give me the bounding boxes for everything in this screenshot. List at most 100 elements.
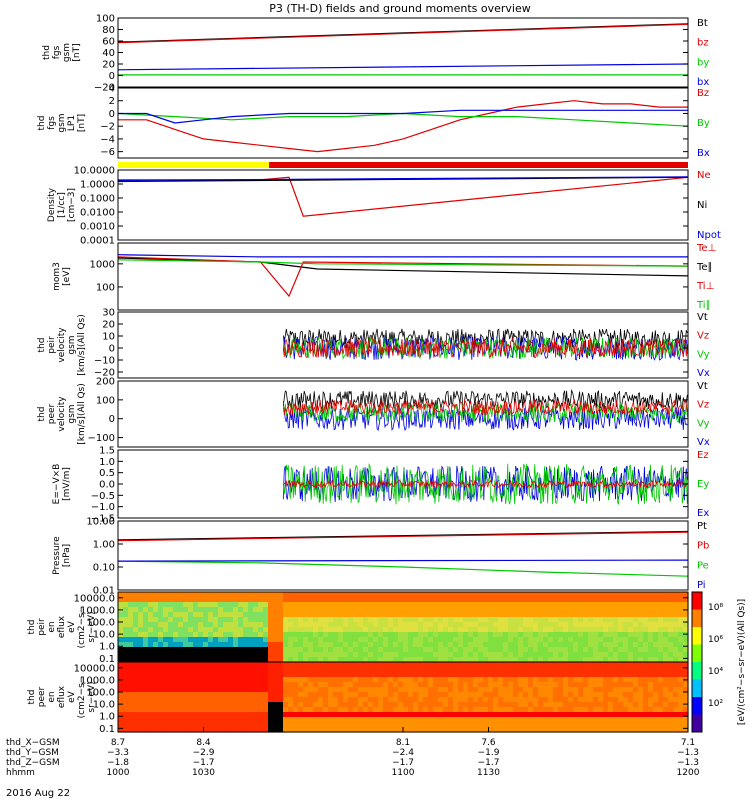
- heatmap-cell: [533, 622, 539, 628]
- heatmap-cell: [343, 692, 349, 698]
- heatmap-cell: [163, 687, 169, 693]
- heatmap-cell: [248, 612, 254, 618]
- heatmap-cell: [148, 642, 154, 648]
- heatmap-cell: [658, 677, 664, 683]
- legend-entry: Ez: [697, 450, 709, 461]
- heatmap-cell: [398, 652, 404, 658]
- heatmap-cell: [253, 627, 259, 633]
- heatmap-cell: [558, 647, 564, 653]
- heatmap-cell: [583, 612, 589, 618]
- x-tick-label: 8.4: [196, 738, 211, 748]
- heatmap-cell: [308, 712, 314, 718]
- heatmap-cell: [143, 637, 149, 643]
- heatmap-cell: [663, 702, 669, 708]
- heatmap-cell: [428, 657, 434, 663]
- heatmap-cell: [293, 717, 299, 723]
- heatmap-cell: [643, 692, 649, 698]
- heatmap-cell: [648, 702, 654, 708]
- heatmap-cell: [573, 672, 579, 678]
- heatmap-cell: [683, 727, 689, 733]
- heatmap-cell: [558, 697, 564, 703]
- heatmap-cell: [313, 682, 319, 688]
- heatmap-cell: [193, 687, 199, 693]
- heatmap-cell: [158, 717, 164, 723]
- heatmap-cell: [468, 647, 474, 653]
- heatmap-cell: [308, 667, 314, 673]
- heatmap-cell: [608, 702, 614, 708]
- heatmap-cell: [353, 637, 359, 643]
- panel-efield: 1.51.00.50.0−0.5−1.0−1.5E=−V×B [mV/m]EzEy…: [52, 446, 709, 525]
- heatmap-cell: [318, 637, 324, 643]
- heatmap-cell: [468, 687, 474, 693]
- heatmap-cell: [338, 647, 344, 653]
- heatmap-cell: [503, 727, 509, 733]
- heatmap-cell: [598, 637, 604, 643]
- heatmap-cell: [513, 602, 519, 608]
- heatmap-cell: [323, 687, 329, 693]
- heatmap-cell: [463, 657, 469, 663]
- heatmap-cell: [468, 697, 474, 703]
- heatmap-cell: [608, 722, 614, 728]
- heatmap-cell: [293, 592, 299, 598]
- heatmap-cell: [338, 607, 344, 613]
- heatmap-cell: [238, 622, 244, 628]
- heatmap-cell: [513, 632, 519, 638]
- heatmap-cell: [463, 677, 469, 683]
- heatmap-cell: [603, 667, 609, 673]
- heatmap-cell: [438, 632, 444, 638]
- heatmap-cell: [423, 687, 429, 693]
- heatmap-cell: [263, 647, 269, 653]
- legend-entry: Vx: [697, 368, 710, 379]
- heatmap-cell: [333, 622, 339, 628]
- heatmap-cell: [123, 697, 129, 703]
- heatmap-cell: [568, 612, 574, 618]
- heatmap-cell: [118, 617, 124, 623]
- heatmap-cell: [408, 722, 414, 728]
- y-tick-label: 10.0000: [74, 166, 115, 177]
- heatmap-cell: [593, 682, 599, 688]
- heatmap-cell: [273, 672, 279, 678]
- heatmap-cell: [278, 672, 284, 678]
- heatmap-cell: [493, 707, 499, 713]
- heatmap-cell: [408, 667, 414, 673]
- heatmap-cell: [183, 667, 189, 673]
- heatmap-cell: [483, 627, 489, 633]
- heatmap-cell: [568, 667, 574, 673]
- heatmap-cell: [563, 722, 569, 728]
- heatmap-cell: [278, 637, 284, 643]
- heatmap-cell: [448, 727, 454, 733]
- heatmap-cell: [503, 617, 509, 623]
- heatmap-cell: [363, 602, 369, 608]
- heatmap-cell: [533, 592, 539, 598]
- heatmap-cell: [248, 602, 254, 608]
- noise-series: [282, 337, 688, 360]
- heatmap-cell: [258, 707, 264, 713]
- heatmap-cell: [403, 667, 409, 673]
- heatmap-cell: [188, 652, 194, 658]
- heatmap-cell: [648, 617, 654, 623]
- heatmap-cell: [218, 727, 224, 733]
- heatmap-cell: [543, 657, 549, 663]
- heatmap-cell: [573, 642, 579, 648]
- heatmap-cell: [148, 682, 154, 688]
- heatmap-cell: [273, 597, 279, 603]
- heatmap-cell: [483, 672, 489, 678]
- heatmap-cell: [163, 657, 169, 663]
- heatmap-cell: [308, 642, 314, 648]
- heatmap-cell: [213, 667, 219, 673]
- legend-entry: Te∥: [696, 262, 713, 273]
- heatmap-cell: [508, 697, 514, 703]
- heatmap-cell: [578, 687, 584, 693]
- heatmap-cell: [648, 632, 654, 638]
- heatmap-cell: [553, 702, 559, 708]
- heatmap-cell: [428, 612, 434, 618]
- heatmap-cell: [683, 642, 689, 648]
- heatmap-cell: [303, 652, 309, 658]
- heatmap-cell: [523, 602, 529, 608]
- heatmap-cell: [663, 682, 669, 688]
- heatmap-cell: [583, 662, 589, 668]
- heatmap-cell: [358, 597, 364, 603]
- heatmap-cell: [203, 712, 209, 718]
- heatmap-cell: [483, 597, 489, 603]
- heatmap-cell: [478, 617, 484, 623]
